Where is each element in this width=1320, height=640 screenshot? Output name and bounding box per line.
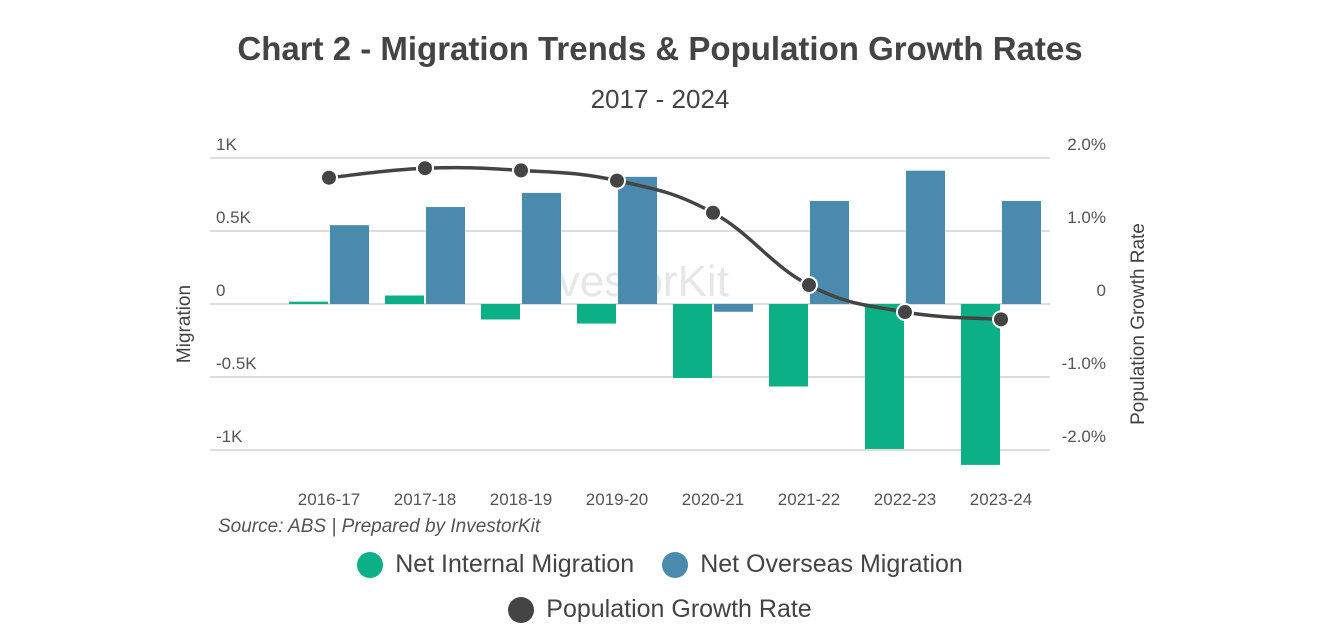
growth-rate-point	[896, 303, 914, 322]
x-tick-label: 2022-23	[874, 490, 936, 509]
x-tick-label: 2019-20	[586, 490, 648, 509]
bar-overseas	[522, 192, 561, 304]
bar-overseas	[618, 176, 657, 304]
legend-marker-icon	[662, 551, 689, 578]
y-tick-label: -1K	[216, 427, 243, 446]
x-tick-label: 2017-18	[394, 490, 456, 509]
y2-tick-label: -2.0%	[1062, 427, 1106, 446]
y2-tick-label: 0	[1097, 281, 1106, 300]
growth-rate-line	[328, 165, 1002, 322]
x-tick-label: 2023-24	[970, 490, 1032, 509]
x-tick-label: 2020-21	[682, 490, 744, 509]
x-tick-label: 2018-19	[490, 490, 552, 509]
growth-rate-point	[800, 276, 818, 295]
bar-overseas	[330, 225, 369, 304]
legend-item-internal[interactable]: Net Internal Migration	[357, 550, 634, 579]
chart-title: Chart 2 - Migration Trends & Population …	[237, 30, 1083, 67]
bar-internal	[769, 304, 808, 387]
growth-rate-point	[512, 161, 530, 180]
legend-label: Net Internal Migration	[395, 550, 635, 578]
y2-tick-label: 1.0%	[1067, 208, 1106, 227]
bar-internal	[289, 301, 328, 304]
y-axis-title: Migration	[174, 285, 195, 363]
bar-overseas	[714, 304, 753, 312]
growth-rate-point	[992, 310, 1010, 329]
growth-rate-point	[704, 203, 722, 222]
legend-label: Net Overseas Migration	[700, 550, 963, 578]
growth-rate-point	[320, 168, 338, 187]
legend-label: Population Growth Rate	[546, 595, 812, 623]
bar-overseas	[1002, 200, 1041, 304]
legend-row-2: Population Growth Rate	[0, 595, 1320, 624]
x-tick-label: 2021-22	[778, 490, 840, 509]
bar-internal	[673, 304, 712, 379]
bar-internal	[577, 304, 616, 324]
bar-overseas	[906, 170, 945, 304]
legend-item-growth[interactable]: Population Growth Rate	[508, 595, 812, 624]
growth-rate-point	[608, 171, 626, 190]
legend-row-1: Net Internal Migration Net Overseas Migr…	[0, 550, 1320, 579]
y2-axis-title: Population Growth Rate	[1128, 223, 1149, 425]
bar-internal	[961, 304, 1000, 465]
bar-overseas	[426, 207, 465, 304]
legend-item-overseas[interactable]: Net Overseas Migration	[662, 550, 963, 579]
legend-marker-icon	[357, 551, 384, 578]
y-tick-label: 0	[216, 281, 225, 300]
bar-internal	[481, 304, 520, 320]
y-tick-label: 1K	[216, 135, 237, 154]
legend-marker-icon	[508, 596, 535, 623]
growth-rate-point	[416, 159, 434, 178]
chart-subtitle: 2017 - 2024	[590, 84, 730, 114]
bar-internal	[385, 295, 424, 304]
bar-internal	[865, 304, 904, 449]
y-tick-label: -0.5K	[216, 354, 257, 373]
source-note: Source: ABS | Prepared by InvestorKit	[218, 516, 541, 537]
y-tick-label: 0.5K	[216, 208, 252, 227]
y2-tick-label: -1.0%	[1062, 354, 1106, 373]
x-tick-label: 2016-17	[298, 490, 360, 509]
y2-tick-label: 2.0%	[1067, 135, 1106, 154]
